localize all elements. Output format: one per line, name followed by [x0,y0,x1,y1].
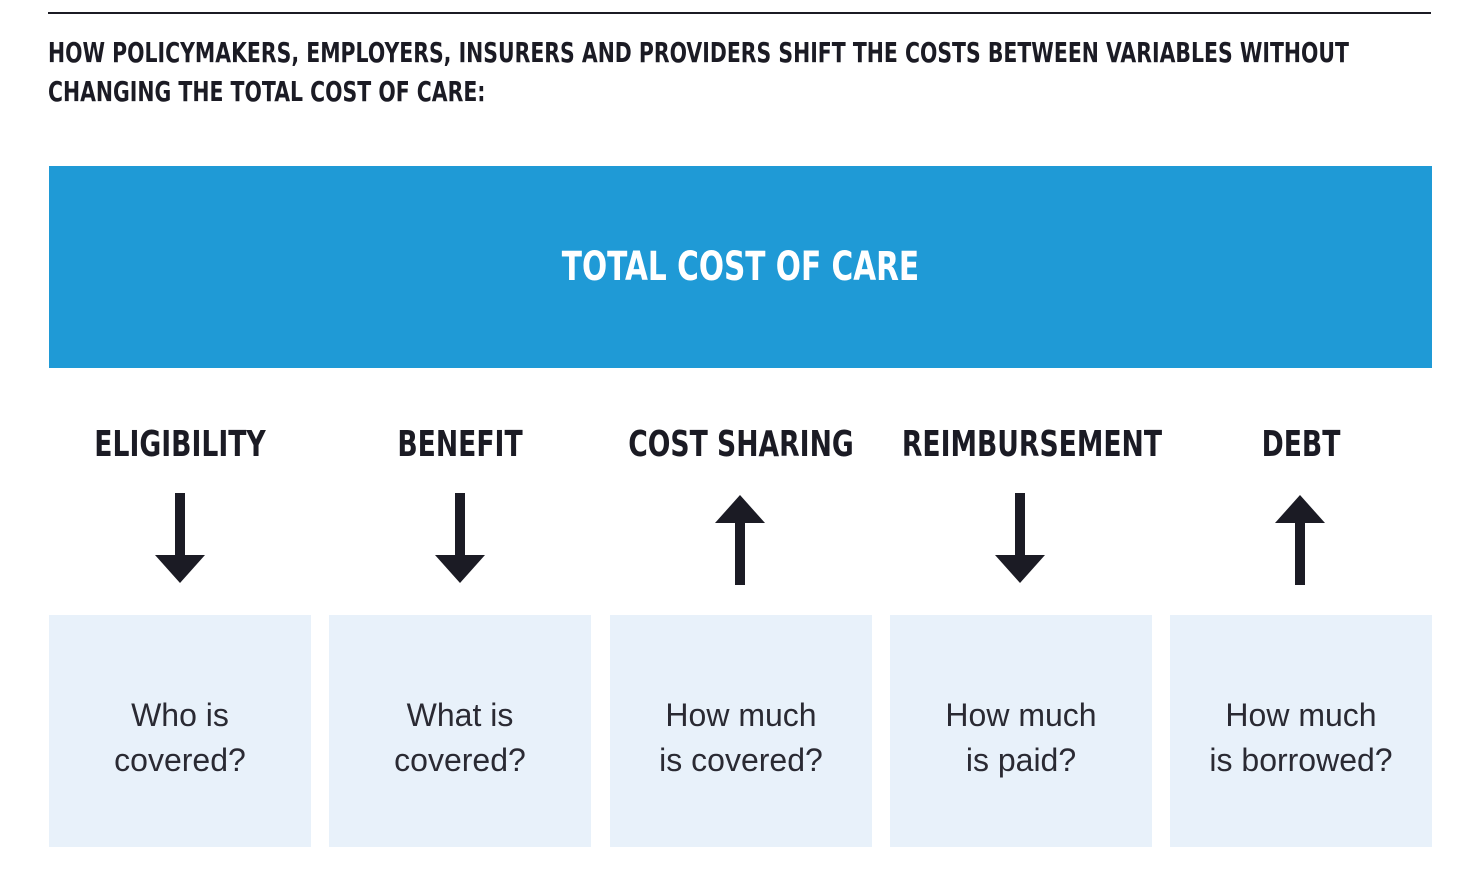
question-box-debt: How much is borrowed? [1170,615,1432,847]
variable-column-benefit: BENEFIT What is covered? [329,415,591,847]
variable-label-cost-sharing: COST SHARING [628,424,854,465]
question-text: How much is borrowed? [1209,679,1392,783]
arrow-head [435,555,485,583]
question-line-1: Who is [131,697,229,733]
arrow-head [155,555,205,583]
question-text: How much is covered? [659,679,823,783]
question-box-eligibility: Who is covered? [49,615,311,847]
variable-label-reimbursement: REIMBURSEMENT [901,424,1163,465]
question-box-cost-sharing: How much is covered? [610,615,872,847]
question-text: What is covered? [394,679,526,783]
question-line-1: How much [1225,697,1377,733]
arrow-head [995,555,1045,583]
top-divider [48,12,1431,14]
question-line-2: is borrowed? [1209,742,1393,778]
arrow-shaft [1015,493,1025,559]
question-text: Who is covered? [114,679,246,783]
arrow-shaft [455,493,465,559]
question-line-1: What is [406,697,514,733]
arrow-down-icon [155,493,205,583]
question-line-2: covered? [394,742,526,778]
question-line-2: covered? [114,742,246,778]
question-line-2: is covered? [659,742,823,778]
question-box-benefit: What is covered? [329,615,591,847]
arrow-head [715,495,765,523]
arrow-head [1275,495,1325,523]
heading-line-1: HOW POLICYMAKERS, EMPLOYERS, INSURERS AN… [48,36,1349,69]
total-cost-of-care-box: TOTAL COST OF CARE [49,166,1432,368]
variable-column-cost-sharing: COST SHARING How much is covered? [610,415,872,847]
total-cost-label: TOTAL COST OF CARE [561,244,920,290]
variable-label-eligibility: ELIGIBILITY [94,424,266,465]
question-line-1: How much [665,697,817,733]
variable-column-reimbursement: REIMBURSEMENT How much is paid? [890,415,1163,847]
variable-column-eligibility: ELIGIBILITY Who is covered? [49,415,311,847]
heading-line-2: CHANGING THE TOTAL COST OF CARE: [48,75,486,108]
arrow-up-icon [715,495,765,585]
question-text: How much is paid? [945,679,1096,783]
arrow-down-icon [435,493,485,583]
question-line-1: How much [945,697,1097,733]
question-line-2: is paid? [965,742,1077,778]
arrow-up-icon [1275,495,1325,585]
arrow-shaft [175,493,185,559]
question-box-reimbursement: How much is paid? [890,615,1152,847]
arrow-shaft [735,519,745,585]
arrow-shaft [1295,519,1305,585]
variable-label-debt: DEBT [1261,424,1341,465]
variable-label-benefit: BENEFIT [397,424,523,465]
arrow-down-icon [995,493,1045,583]
variable-column-debt: DEBT How much is borrowed? [1170,415,1432,847]
diagram-heading: HOW POLICYMAKERS, EMPLOYERS, INSURERS AN… [48,33,1349,111]
